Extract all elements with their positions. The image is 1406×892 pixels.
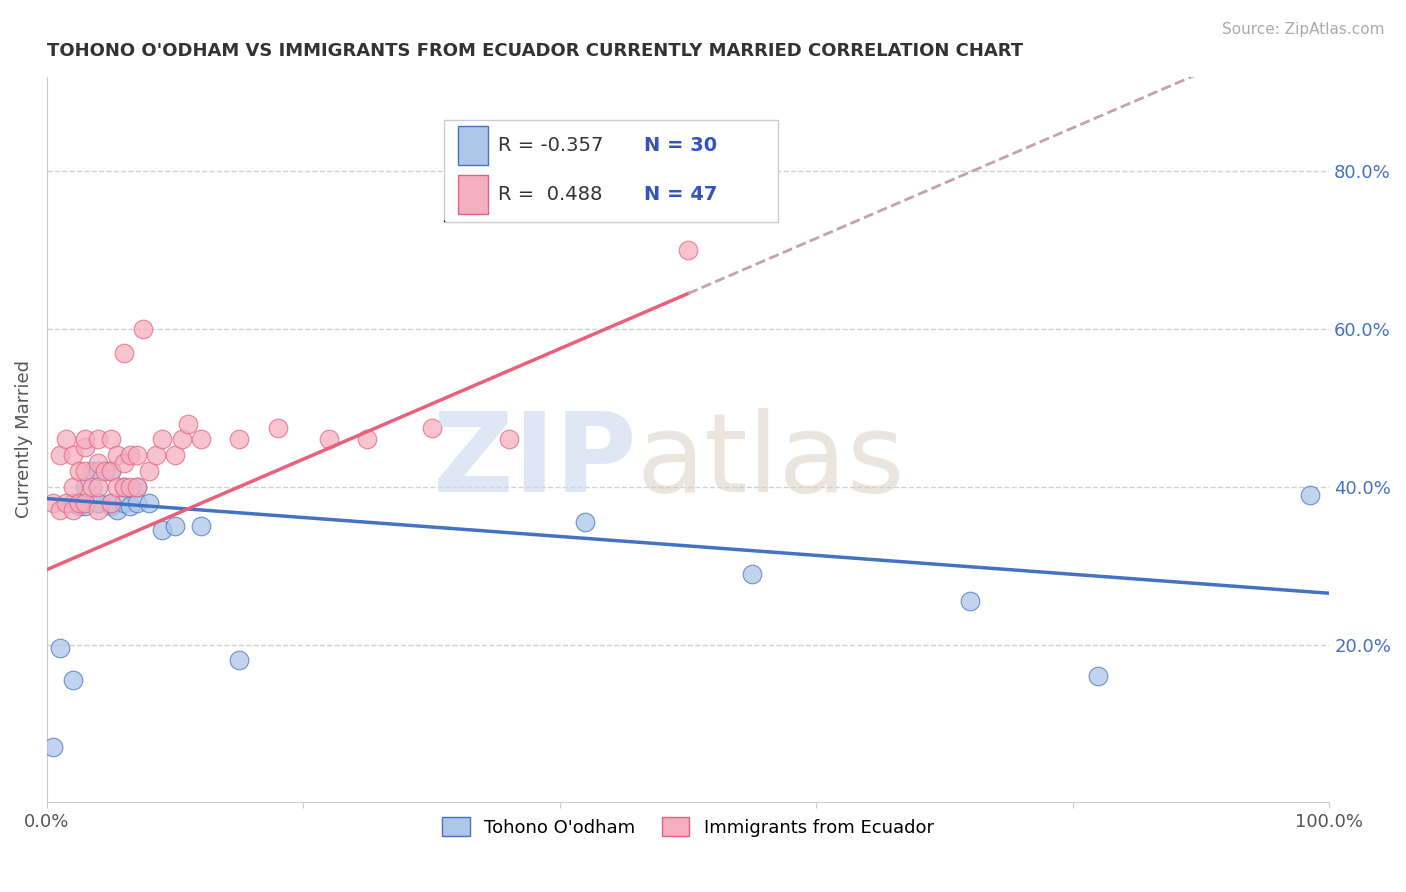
Text: atlas: atlas <box>637 408 905 515</box>
Point <box>107 503 129 517</box>
Point <box>100 500 122 514</box>
Point <box>87 464 110 478</box>
Point <box>62 480 84 494</box>
Point <box>112 345 135 359</box>
Text: TOHONO O'ODHAM VS IMMIGRANTS FROM ECUADOR CURRENTLY MARRIED CORRELATION CHART: TOHONO O'ODHAM VS IMMIGRANTS FROM ECUADO… <box>46 42 1024 60</box>
Point <box>228 653 250 667</box>
Point <box>190 519 212 533</box>
Point <box>87 480 110 494</box>
Point <box>75 440 97 454</box>
Point <box>67 464 90 478</box>
Point <box>75 495 97 509</box>
Point <box>55 433 77 447</box>
Point <box>125 480 148 494</box>
Point <box>62 503 84 517</box>
Point <box>420 420 443 434</box>
Point <box>87 503 110 517</box>
Point <box>150 433 173 447</box>
Point <box>145 448 167 462</box>
Point <box>48 503 70 517</box>
Point <box>107 448 129 462</box>
Point <box>676 243 699 257</box>
Point <box>48 641 70 656</box>
Point <box>100 464 122 478</box>
Point <box>42 495 65 509</box>
Point <box>100 495 122 509</box>
Point <box>62 495 84 509</box>
Point <box>165 519 187 533</box>
Point <box>87 433 110 447</box>
Point <box>48 448 70 462</box>
Point <box>132 322 155 336</box>
Point <box>165 448 187 462</box>
Point <box>741 566 763 581</box>
Point <box>93 464 115 478</box>
Point <box>125 448 148 462</box>
Legend: Tohono O'odham, Immigrants from Ecuador: Tohono O'odham, Immigrants from Ecuador <box>436 810 941 844</box>
Point <box>42 740 65 755</box>
Point <box>120 448 142 462</box>
Point <box>959 594 981 608</box>
Point <box>267 420 290 434</box>
Point <box>138 464 160 478</box>
Point <box>170 433 193 447</box>
Point <box>125 495 148 509</box>
Point <box>100 495 122 509</box>
Point <box>112 480 135 494</box>
Point <box>498 433 520 447</box>
Point <box>75 500 97 514</box>
Text: Source: ZipAtlas.com: Source: ZipAtlas.com <box>1222 22 1385 37</box>
Point <box>75 480 97 494</box>
Point <box>112 495 135 509</box>
Point <box>112 456 135 470</box>
Y-axis label: Currently Married: Currently Married <box>15 360 32 518</box>
Point <box>1087 669 1109 683</box>
Point <box>107 480 129 494</box>
Point <box>1299 488 1322 502</box>
Point <box>120 480 142 494</box>
Point <box>228 433 250 447</box>
Point <box>80 464 103 478</box>
Point <box>100 464 122 478</box>
Point <box>67 500 90 514</box>
Point <box>356 433 378 447</box>
Point <box>62 673 84 687</box>
Point <box>55 495 77 509</box>
Point <box>574 515 596 529</box>
Point <box>87 495 110 509</box>
Point <box>87 456 110 470</box>
Point <box>75 433 97 447</box>
Point <box>80 480 103 494</box>
Point <box>190 433 212 447</box>
Point <box>100 433 122 447</box>
Point <box>177 417 200 431</box>
Point <box>67 495 90 509</box>
Point <box>120 500 142 514</box>
Point <box>125 480 148 494</box>
Point <box>87 495 110 509</box>
Point <box>138 495 160 509</box>
Text: ZIP: ZIP <box>433 408 637 515</box>
Point <box>150 523 173 537</box>
Point <box>318 433 340 447</box>
Point <box>112 480 135 494</box>
Point <box>75 464 97 478</box>
Point <box>62 448 84 462</box>
